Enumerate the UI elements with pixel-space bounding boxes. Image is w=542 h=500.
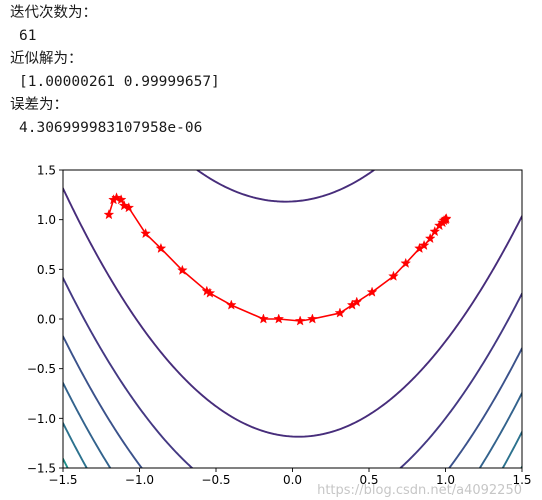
path-point-13 <box>273 313 285 324</box>
path-point-3 <box>115 194 127 205</box>
x-tick-label: −1.5 <box>48 473 77 487</box>
console-output: 迭代次数为： 61 近似解为： [1.00000261 0.99999657] … <box>10 2 530 140</box>
contour-line-40 <box>63 277 522 468</box>
contour-lines <box>63 170 522 468</box>
y-tick-label: 0.0 <box>37 313 56 327</box>
path-point-11 <box>225 299 237 310</box>
y-axis-ticks: 1.5 1.0 0.5 0.0 −0.5 −1.0 −1.5 <box>27 164 63 476</box>
solution-value: [1.00000261 0.99999657] <box>19 74 220 90</box>
y-tick-label: −0.5 <box>27 362 56 376</box>
contour-line-65 <box>63 335 522 468</box>
y-tick-label: 1.0 <box>37 213 56 227</box>
x-tick-label: −1.0 <box>125 473 154 487</box>
error-value: 4.306999983107958e-06 <box>19 120 203 136</box>
plot-frame <box>62 169 523 469</box>
y-tick-label: 1.5 <box>37 164 56 178</box>
path-point-6 <box>140 227 151 239</box>
path-line <box>108 197 448 322</box>
contour-line-90 <box>63 382 522 468</box>
path-point-23 <box>418 239 430 251</box>
error-label: 误差为： <box>10 97 68 113</box>
iteration-path <box>103 192 452 326</box>
path-point-19 <box>366 286 378 297</box>
path-point-16 <box>334 307 346 318</box>
x-tick-label: 1.0 <box>436 473 455 487</box>
path-point-14 <box>294 315 306 326</box>
x-tick-label: 0.0 <box>283 473 302 487</box>
path-point-12 <box>258 313 269 324</box>
path-point-10 <box>204 287 216 298</box>
path-point-4 <box>118 200 130 211</box>
path-point-7 <box>155 242 167 253</box>
path-point-24 <box>424 232 436 244</box>
iterations-label: 迭代次数为： <box>10 5 97 21</box>
solution-label: 近似解为： <box>10 51 83 67</box>
y-tick-label: −1.0 <box>27 412 56 426</box>
path-point-21 <box>400 257 412 268</box>
watermark: https://blog.csdn.net/a4092250 <box>317 483 522 498</box>
contour-line-15 <box>63 170 522 438</box>
y-tick-label: 0.5 <box>37 263 56 277</box>
path-point-5 <box>123 202 135 213</box>
path-point-8 <box>177 264 188 275</box>
path-point-31 <box>440 214 451 225</box>
iterations-value: 61 <box>19 28 37 44</box>
contour-line-115 <box>63 422 522 468</box>
path-point-15 <box>307 313 318 324</box>
x-tick-label: −0.5 <box>201 473 230 487</box>
x-tick-label: 1.5 <box>512 473 531 487</box>
x-tick-label: 0.5 <box>359 473 378 487</box>
path-point-25 <box>429 226 441 237</box>
x-axis-ticks: −1.5 −1.0 −0.5 0.0 0.5 1.0 1.5 <box>48 468 532 487</box>
path-point-0 <box>103 209 115 220</box>
path-point-18 <box>351 296 363 307</box>
y-tick-label: −1.5 <box>27 462 56 476</box>
path-point-2 <box>111 192 122 203</box>
path-point-20 <box>388 270 399 281</box>
